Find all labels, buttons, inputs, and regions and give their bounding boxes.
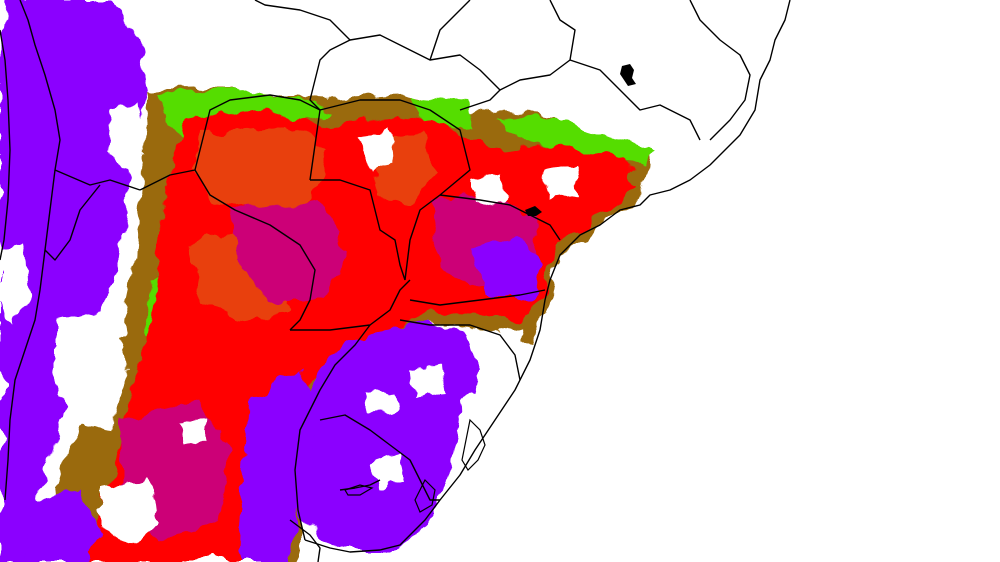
border-north-4 [499,0,576,91]
purple-region-south-center [240,370,320,562]
border-andes-3 [4,169,56,501]
orange-region-north [195,125,330,215]
reservoir-icon [525,206,542,216]
white-gap-north [360,130,395,170]
magenta-region-center [230,200,350,300]
border-argentina-brazil-south [294,324,371,541]
border-brazil-uruguay [319,414,440,501]
white-gap-west-3 [100,480,160,545]
border-sc-rgs [399,319,521,381]
white-gap-rgs-1 [410,365,445,398]
white-gap-coast [460,392,482,445]
border-north-5 [569,59,701,141]
border-rio-de-la-plata [289,519,321,562]
white-gap-west-1 [105,105,145,170]
lagoa-dos-patos [461,418,486,471]
border-andes-1 [19,0,61,171]
white-gap-west-2 [55,310,130,430]
white-gap-east [500,328,525,352]
border-north-2 [349,34,501,111]
border-chile-coast [0,29,11,261]
border-ms-parana [319,99,471,281]
coastal-features [344,418,486,513]
border-north-3 [429,0,471,61]
lagoa-mirim [414,478,436,513]
white-gap-west-4 [0,240,30,320]
white-gap-northeast [545,165,580,200]
border-andes-2 [54,169,141,191]
border-parana-river [290,279,411,331]
white-gap-field-east [470,175,505,205]
purple-region-far-southwest [25,490,100,562]
white-gap-center [180,418,208,445]
purple-region-east-patch [470,240,545,300]
border-coast-east [304,0,791,553]
borders [0,0,791,562]
border-paraguay-argentina-west [194,169,316,331]
green-region-northeast [410,95,475,130]
border-parana-sc [409,289,546,306]
white-gap-rgs-2 [365,392,398,412]
border-north-6 [689,0,751,141]
border-andes-4 [44,184,101,261]
border-paraguay-brazil [310,179,406,281]
border-bolivia-paraguay [139,94,321,191]
precipitation-field [0,0,655,562]
island-icon [620,64,636,86]
border-sp-parana [439,194,561,241]
green-region-east [495,118,655,165]
lake-center [344,484,374,496]
